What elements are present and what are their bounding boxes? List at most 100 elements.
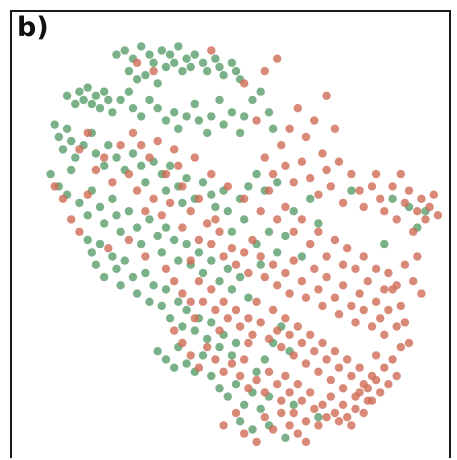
scatter-point xyxy=(244,384,253,393)
scatter-point xyxy=(219,120,228,129)
scatter-point xyxy=(215,342,224,352)
scatter-point xyxy=(326,182,335,191)
scatter-point xyxy=(124,169,134,179)
scatter-point xyxy=(273,326,282,335)
scatter-point xyxy=(281,371,290,381)
scatter-point xyxy=(301,437,311,447)
scatter-point xyxy=(120,256,129,265)
scatter-point xyxy=(371,351,381,360)
scatter-point xyxy=(112,264,121,273)
scatter-point xyxy=(310,404,319,414)
scatter-point xyxy=(100,161,109,170)
scatter-point xyxy=(75,87,84,96)
scatter-point xyxy=(108,194,117,203)
scatter-point xyxy=(211,202,220,212)
scatter-point xyxy=(137,239,146,249)
scatter-point xyxy=(211,305,220,315)
scatter-point xyxy=(178,289,187,298)
scatter-point xyxy=(417,194,426,203)
scatter-point xyxy=(161,355,171,364)
scatter-point xyxy=(268,124,278,133)
scatter-point xyxy=(318,149,327,158)
scatter-point xyxy=(137,161,146,170)
scatter-point xyxy=(182,54,191,63)
scatter-point xyxy=(334,157,344,166)
scatter-point xyxy=(190,314,199,323)
scatter-point xyxy=(260,153,269,162)
scatter-point xyxy=(207,112,216,121)
scatter-point xyxy=(190,50,199,59)
scatter-point xyxy=(227,351,237,360)
scatter-point xyxy=(273,281,282,290)
scatter-point xyxy=(264,367,274,376)
scatter-point xyxy=(285,124,294,133)
scatter-point xyxy=(322,165,331,175)
scatter-point xyxy=(116,141,125,150)
scatter-point xyxy=(273,178,282,187)
scatter-point xyxy=(396,342,405,352)
scatter-point xyxy=(128,104,138,113)
scatter-point xyxy=(240,429,249,438)
scatter-point xyxy=(388,194,397,203)
scatter-point xyxy=(256,260,265,269)
scatter-point xyxy=(186,351,195,360)
scatter-point xyxy=(186,62,195,72)
scatter-point xyxy=(260,388,269,397)
scatter-point xyxy=(178,322,187,331)
scatter-point xyxy=(351,318,360,327)
scatter-point xyxy=(194,248,204,257)
scatter-point xyxy=(95,202,105,212)
scatter-point xyxy=(178,223,187,232)
scatter-point xyxy=(141,252,150,261)
scatter-point xyxy=(355,289,364,298)
scatter-point xyxy=(75,198,84,208)
scatter-point xyxy=(207,285,216,294)
scatter-point xyxy=(326,392,335,401)
scatter-point xyxy=(203,334,212,344)
scatter-point xyxy=(182,174,191,183)
scatter-point xyxy=(396,169,405,179)
scatter-point xyxy=(301,359,311,368)
scatter-point xyxy=(273,54,282,63)
scatter-point xyxy=(108,108,117,117)
scatter-point xyxy=(314,421,323,430)
scatter-point xyxy=(58,194,68,203)
scatter-point xyxy=(145,215,154,224)
scatter-point xyxy=(297,215,307,224)
scatter-point xyxy=(289,256,298,265)
scatter-point xyxy=(281,268,290,278)
scatter-point xyxy=(293,380,302,389)
scatter-point xyxy=(359,305,368,315)
scatter-point xyxy=(380,207,389,216)
scatter-point xyxy=(273,248,282,257)
scatter-point xyxy=(338,400,348,409)
scatter-point xyxy=(252,169,261,179)
scatter-point xyxy=(182,305,191,315)
scatter-point xyxy=(215,384,224,393)
scatter-point xyxy=(396,301,405,311)
scatter-point xyxy=(182,359,191,368)
scatter-point xyxy=(306,174,315,183)
scatter-point xyxy=(235,322,245,331)
scatter-point xyxy=(240,79,249,88)
scatter-point xyxy=(87,99,97,109)
scatter-point xyxy=(104,244,113,253)
scatter-point xyxy=(409,277,418,286)
scatter-point xyxy=(161,285,171,294)
scatter-point xyxy=(83,211,92,220)
scatter-point xyxy=(314,413,323,422)
scatter-point xyxy=(240,400,249,409)
scatter-point xyxy=(289,351,298,360)
scatter-point xyxy=(404,186,414,195)
scatter-point xyxy=(215,326,224,335)
scatter-point xyxy=(190,326,199,335)
scatter-point xyxy=(285,330,294,339)
scatter-point xyxy=(124,66,134,76)
scatter-point xyxy=(161,264,171,273)
scatter-point xyxy=(170,108,179,117)
scatter-point xyxy=(219,71,228,80)
scatter-point xyxy=(289,178,298,187)
scatter-point xyxy=(256,404,265,414)
scatter-point xyxy=(322,355,331,364)
scatter-point xyxy=(371,375,381,385)
